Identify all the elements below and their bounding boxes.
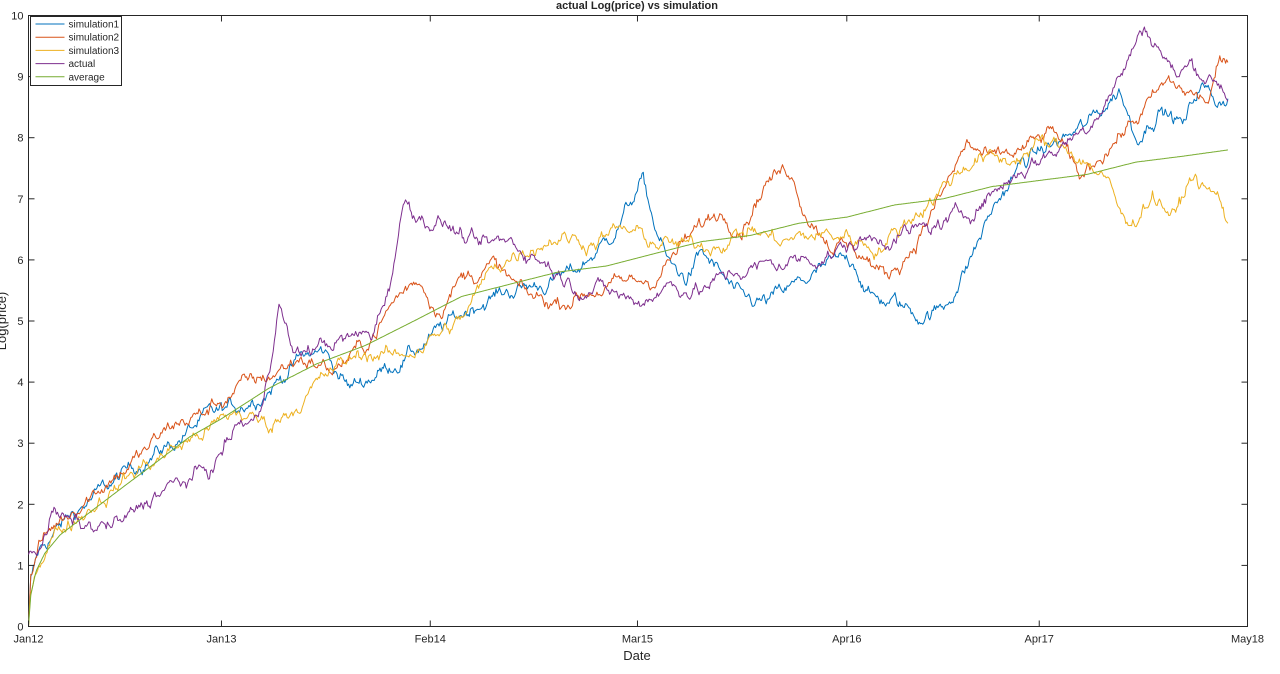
y-tick-label: 4 [17,377,23,389]
chart-title: actual Log(price) vs simulation [556,0,718,12]
x-tick-label: May18 [1231,634,1264,646]
legend-label-simulation1: simulation1 [69,20,120,31]
y-tick-label: 5 [17,316,23,328]
legend-label-simulation3: simulation3 [69,46,120,57]
legend-box [30,16,122,86]
axes: 0 1 2 3 4 5 6 7 8 9 10 Jan12 Jan13 Feb14 Mar15 Apr16 Apr… [11,11,1264,646]
legend: simulation1 simulation2 simulation3 actual a… [30,16,122,86]
legend-label-simulation2: simulation2 [69,33,120,44]
x-tick-label: Feb14 [415,634,446,646]
y-axis-title: Log(price) [0,292,9,351]
x-tick-label: Apr17 [1025,634,1054,646]
y-tick-label: 1 [17,560,23,572]
x-tick-label: Jan13 [206,634,236,646]
plot-area [28,15,1248,627]
y-tick-label: 8 [17,133,23,145]
y-tick-label: 9 [17,72,23,84]
x-axis-title: Date [623,648,650,663]
series-line-simulation3 [28,134,1229,627]
y-tick-label: 2 [17,499,23,511]
series-line-simulation1 [28,82,1229,624]
series-line-simulation2 [28,55,1229,627]
series-line-actual [28,26,1229,556]
series-line-average [28,149,1228,627]
x-tick-label: Mar15 [622,634,653,646]
y-tick-label: 10 [11,11,23,23]
y-tick-label: 7 [17,194,23,206]
x-tick-label: Jan12 [14,634,44,646]
y-tick-label: 0 [17,622,23,634]
x-tick-label: Apr16 [832,634,861,646]
series-layer [28,26,1229,627]
legend-label-average: average [69,72,106,83]
y-tick-label: 3 [17,438,23,450]
y-tick-label: 6 [17,255,23,267]
legend-label-actual: actual [69,59,96,70]
